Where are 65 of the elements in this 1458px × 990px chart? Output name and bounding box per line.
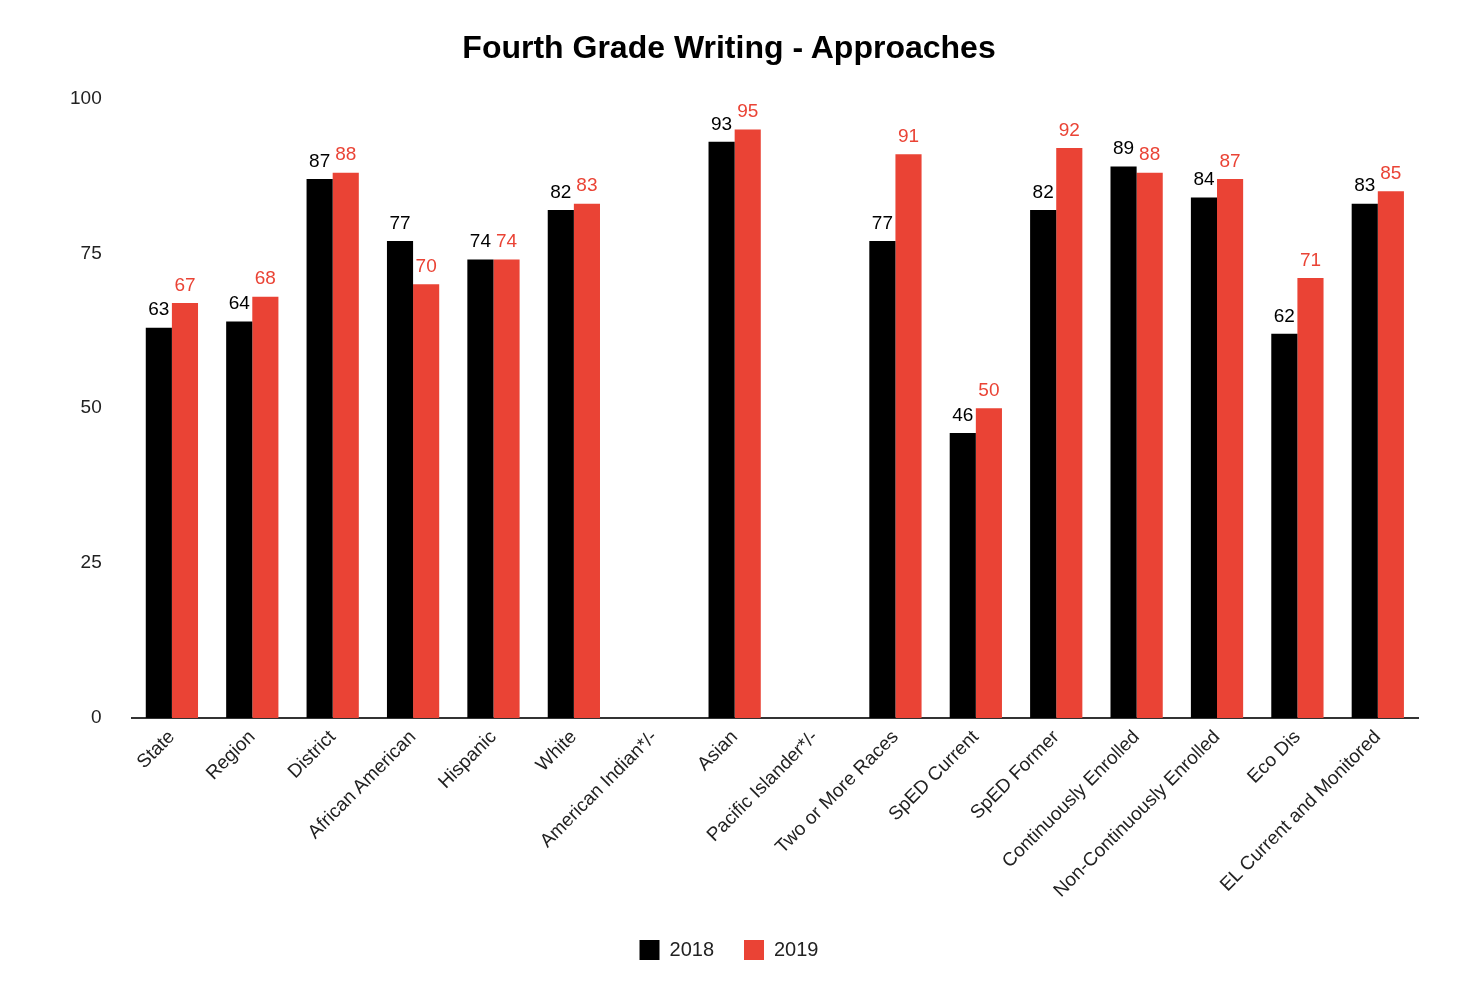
data-label: 77 xyxy=(871,211,893,233)
data-label: 88 xyxy=(1139,143,1161,165)
bar xyxy=(1030,209,1057,719)
bar xyxy=(493,259,520,719)
data-label: 70 xyxy=(415,255,437,277)
bar xyxy=(547,209,574,719)
data-label: 83 xyxy=(576,174,598,196)
bar xyxy=(869,240,896,719)
data-label: 89 xyxy=(1112,137,1135,159)
data-label: 50 xyxy=(978,378,1000,400)
bar xyxy=(226,321,253,719)
bar xyxy=(386,240,414,719)
data-label: 82 xyxy=(550,180,572,202)
legend-label: 2018 xyxy=(669,937,715,960)
data-label: 95 xyxy=(737,100,759,122)
data-label: 77 xyxy=(389,211,411,233)
x-tick-label: Eco Dis xyxy=(1242,725,1304,787)
data-label: 87 xyxy=(1219,149,1241,171)
data-label: 71 xyxy=(1299,248,1322,270)
data-label: 64 xyxy=(228,292,251,314)
data-label: 91 xyxy=(897,124,920,146)
bar xyxy=(1377,191,1404,719)
legend-label: 2019 xyxy=(774,937,819,960)
data-label: 93 xyxy=(711,112,733,134)
data-label: 92 xyxy=(1058,118,1080,140)
bar xyxy=(252,296,279,719)
data-label: 74 xyxy=(495,230,518,252)
bar xyxy=(1297,278,1324,719)
bar xyxy=(1110,166,1137,719)
bar xyxy=(573,203,600,719)
data-label: 68 xyxy=(254,267,276,289)
data-label: 82 xyxy=(1032,180,1054,202)
data-label: 62 xyxy=(1273,304,1295,326)
bar xyxy=(467,259,494,719)
bar xyxy=(306,178,333,719)
bar xyxy=(708,141,735,719)
bar xyxy=(1271,333,1298,719)
bar xyxy=(895,154,922,719)
bar xyxy=(332,172,359,719)
bar xyxy=(413,284,440,719)
data-label: 74 xyxy=(469,230,492,252)
y-tick-label: 25 xyxy=(80,551,102,573)
data-label: 87 xyxy=(309,149,331,171)
data-label: 67 xyxy=(174,273,196,295)
bar xyxy=(1217,178,1244,719)
bar xyxy=(1190,197,1218,719)
bar xyxy=(171,302,199,719)
y-tick-label: 50 xyxy=(80,396,102,418)
bar xyxy=(949,433,976,719)
data-label: 88 xyxy=(335,143,357,165)
data-label: 46 xyxy=(952,403,974,425)
y-tick-label: 0 xyxy=(91,706,102,728)
data-label: 84 xyxy=(1193,168,1215,190)
bar xyxy=(1351,203,1378,719)
bar xyxy=(145,327,172,719)
y-tick-label: 75 xyxy=(80,241,102,263)
bar xyxy=(975,408,1002,719)
y-tick-label: 100 xyxy=(70,86,102,108)
bar xyxy=(734,129,761,719)
data-label: 85 xyxy=(1380,162,1402,184)
data-label: 63 xyxy=(148,298,170,320)
data-label: 83 xyxy=(1354,174,1376,196)
chart-title: Fourth Grade Writing - Approaches xyxy=(462,29,996,66)
bar xyxy=(1056,147,1083,719)
bar xyxy=(1136,172,1163,719)
